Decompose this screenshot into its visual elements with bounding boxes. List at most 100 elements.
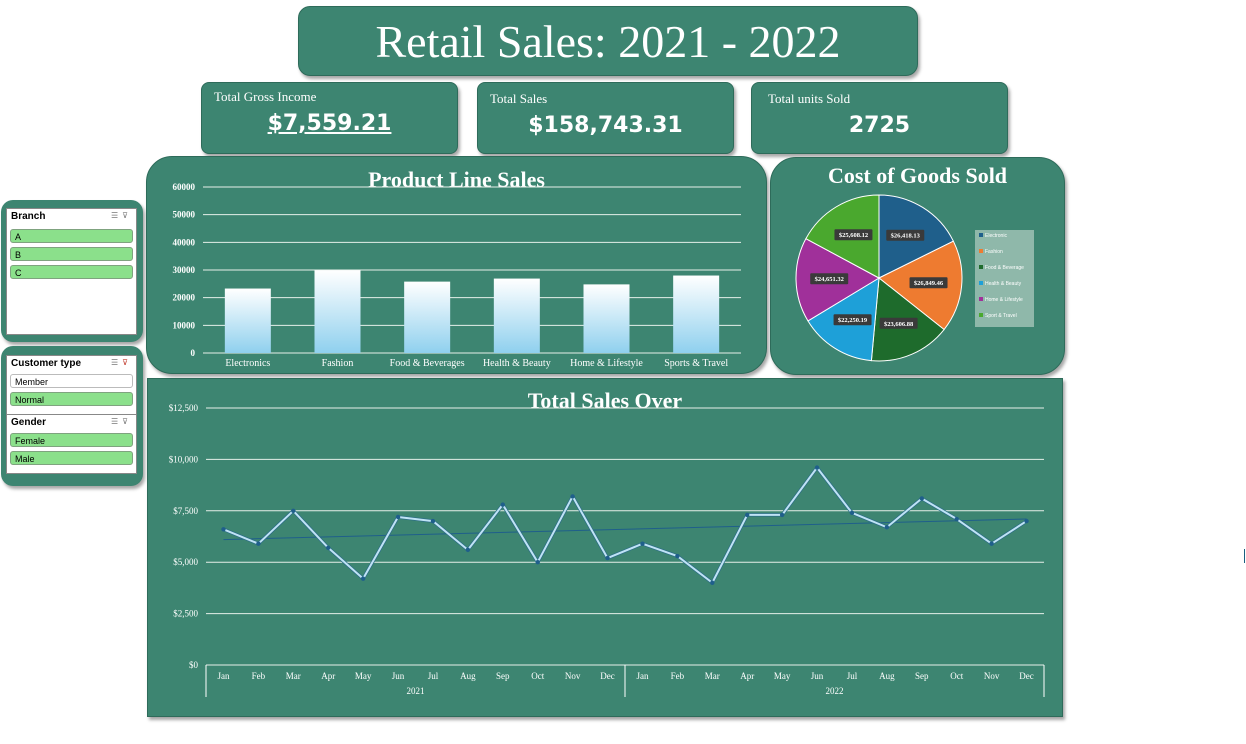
y-tick-label: 10000: [173, 320, 196, 330]
x-tick-label: Electronics: [225, 358, 270, 369]
x-tick-label: Sports & Travel: [664, 358, 728, 369]
x-tick-label: Oct: [531, 671, 544, 681]
pie-data-label: $25,608.12: [834, 229, 873, 241]
x-group-label: 2021: [407, 686, 425, 696]
multi-select-icon[interactable]: ☰: [110, 417, 123, 426]
x-tick-label: Jul: [428, 671, 439, 681]
data-point: [779, 512, 785, 518]
kpi-label: Total Gross Income: [214, 89, 317, 104]
slicer-item-b[interactable]: B: [10, 247, 133, 261]
pie-legend: Electronic Fashion Food & Beverage Healt…: [975, 230, 1034, 327]
y-tick-label: 40000: [173, 237, 196, 247]
x-tick-label: Feb: [671, 671, 685, 681]
data-point: [640, 541, 645, 546]
dashboard-title: Retail Sales: 2021 - 2022: [298, 6, 918, 76]
y-tick-label: $7,500: [173, 506, 198, 516]
pie-data-label: $26,849.46: [909, 277, 948, 289]
kpi-value: $158,743.31: [528, 113, 683, 138]
svg-text:$24,651.32: $24,651.32: [815, 276, 844, 283]
data-point: [500, 502, 505, 507]
bar-chart-plot: 0 10000 20000 30000 40000 50000 60000 Electroni…: [173, 182, 741, 369]
data-point: [605, 555, 610, 561]
x-tick-label: Sep: [915, 671, 929, 681]
total-sales-over-chart: Total Sales Over $0 $2,500 $5,000 $7,500 $10…: [147, 378, 1063, 717]
bar: [673, 275, 720, 353]
legend-item: Electronic: [979, 233, 1007, 239]
y-tick-label: 30000: [173, 265, 196, 275]
customer-type-slicer: Customer type ☰⊽ Member Normal: [6, 355, 137, 415]
x-tick-label: Jun: [392, 671, 405, 681]
series-line: [223, 466, 1028, 584]
x-tick-label: Feb: [252, 671, 266, 681]
kpi-label: Total Sales: [490, 91, 548, 106]
slicer-title: Branch: [11, 211, 46, 222]
y-tick-label: 0: [191, 348, 196, 358]
x-tick-label: Dec: [600, 671, 615, 681]
x-tick-label: Aug: [460, 671, 476, 681]
svg-text:$26,849.46: $26,849.46: [914, 280, 944, 287]
slicer-item-member[interactable]: Member: [10, 374, 133, 388]
x-tick-label: Nov: [984, 671, 1000, 681]
x-group-label: 2022: [826, 686, 844, 696]
data-point: [675, 553, 680, 559]
multi-select-icon[interactable]: ☰: [110, 358, 123, 367]
x-tick-label: Apr: [740, 671, 754, 681]
x-tick-label: Nov: [565, 671, 581, 681]
y-tick-label: $12,500: [169, 403, 199, 413]
y-tick-label: $2,500: [173, 609, 198, 619]
pie-data-label: $23,606.88: [879, 317, 918, 329]
data-point: [395, 514, 401, 520]
data-point: [256, 541, 261, 546]
data-point: [535, 560, 540, 565]
bar: [493, 278, 540, 353]
kpi-value: 2725: [848, 113, 911, 138]
clear-filter-icon[interactable]: ⊽: [122, 417, 132, 426]
data-point: [745, 512, 750, 518]
x-tick-label: Jan: [636, 671, 648, 681]
trendline: [223, 518, 1027, 541]
data-point: [291, 508, 296, 513]
data-point: [430, 518, 436, 524]
data-point: [465, 547, 471, 553]
x-tick-label: Food & Beverages: [390, 358, 465, 369]
kpi-value: $7,559.21: [267, 111, 392, 136]
clear-filter-icon[interactable]: ⊽: [122, 211, 132, 220]
slicer-title: Gender: [11, 417, 47, 428]
clear-filter-icon[interactable]: ⊽: [122, 358, 132, 367]
multi-select-icon[interactable]: ☰: [110, 211, 123, 220]
chart-title: Total Sales Over: [527, 388, 683, 413]
x-tick-label: May: [355, 671, 372, 681]
y-tick-label: 20000: [173, 293, 196, 303]
x-tick-label: Home & Lifestyle: [570, 358, 643, 369]
customer-gender-slicer-panel: Customer type ☰⊽ Member Normal Gender ☰⊽…: [1, 346, 143, 486]
slicer-item-male[interactable]: Male: [10, 451, 133, 465]
pie-chart-plot: $26,418.13 $26,849.46 $23,606.88 $22,250.19…: [795, 194, 963, 362]
y-tick-label: $5,000: [173, 557, 198, 567]
data-point: [954, 516, 959, 522]
slicer-item-c[interactable]: C: [10, 265, 133, 279]
kpi-units-sold: Total units Sold 2725: [751, 82, 1008, 154]
kpi-gross-income: Total Gross Income $7,559.21: [201, 82, 458, 154]
data-point: [326, 545, 331, 551]
branch-slicer: Branch ☰⊽ A B C: [6, 208, 137, 335]
pie-data-label: $24,651.32: [810, 273, 849, 285]
branch-slicer-panel: Branch ☰⊽ A B C: [1, 200, 143, 342]
pie-data-label: $26,418.13: [886, 229, 925, 241]
chart-title: Product Line Sales: [368, 167, 545, 192]
slicer-item-female[interactable]: Female: [10, 433, 133, 447]
slicer-title: Customer type: [11, 358, 82, 369]
legend-item: Fashion: [979, 249, 1003, 255]
x-tick-label: Mar: [705, 671, 720, 681]
data-point: [814, 465, 820, 470]
y-tick-label: 50000: [173, 210, 196, 220]
x-tick-label: Jun: [811, 671, 824, 681]
cursor-mark: [1244, 549, 1245, 563]
bar: [224, 288, 271, 353]
chart-title: Cost of Goods Sold: [827, 163, 1008, 188]
y-tick-label: 60000: [173, 182, 196, 192]
x-tick-label: Oct: [950, 671, 963, 681]
slicer-item-normal[interactable]: Normal: [10, 392, 133, 406]
gender-slicer: Gender ☰⊽ Female Male: [6, 414, 137, 474]
svg-text:$26,418.13: $26,418.13: [891, 233, 921, 240]
slicer-item-a[interactable]: A: [10, 229, 133, 243]
